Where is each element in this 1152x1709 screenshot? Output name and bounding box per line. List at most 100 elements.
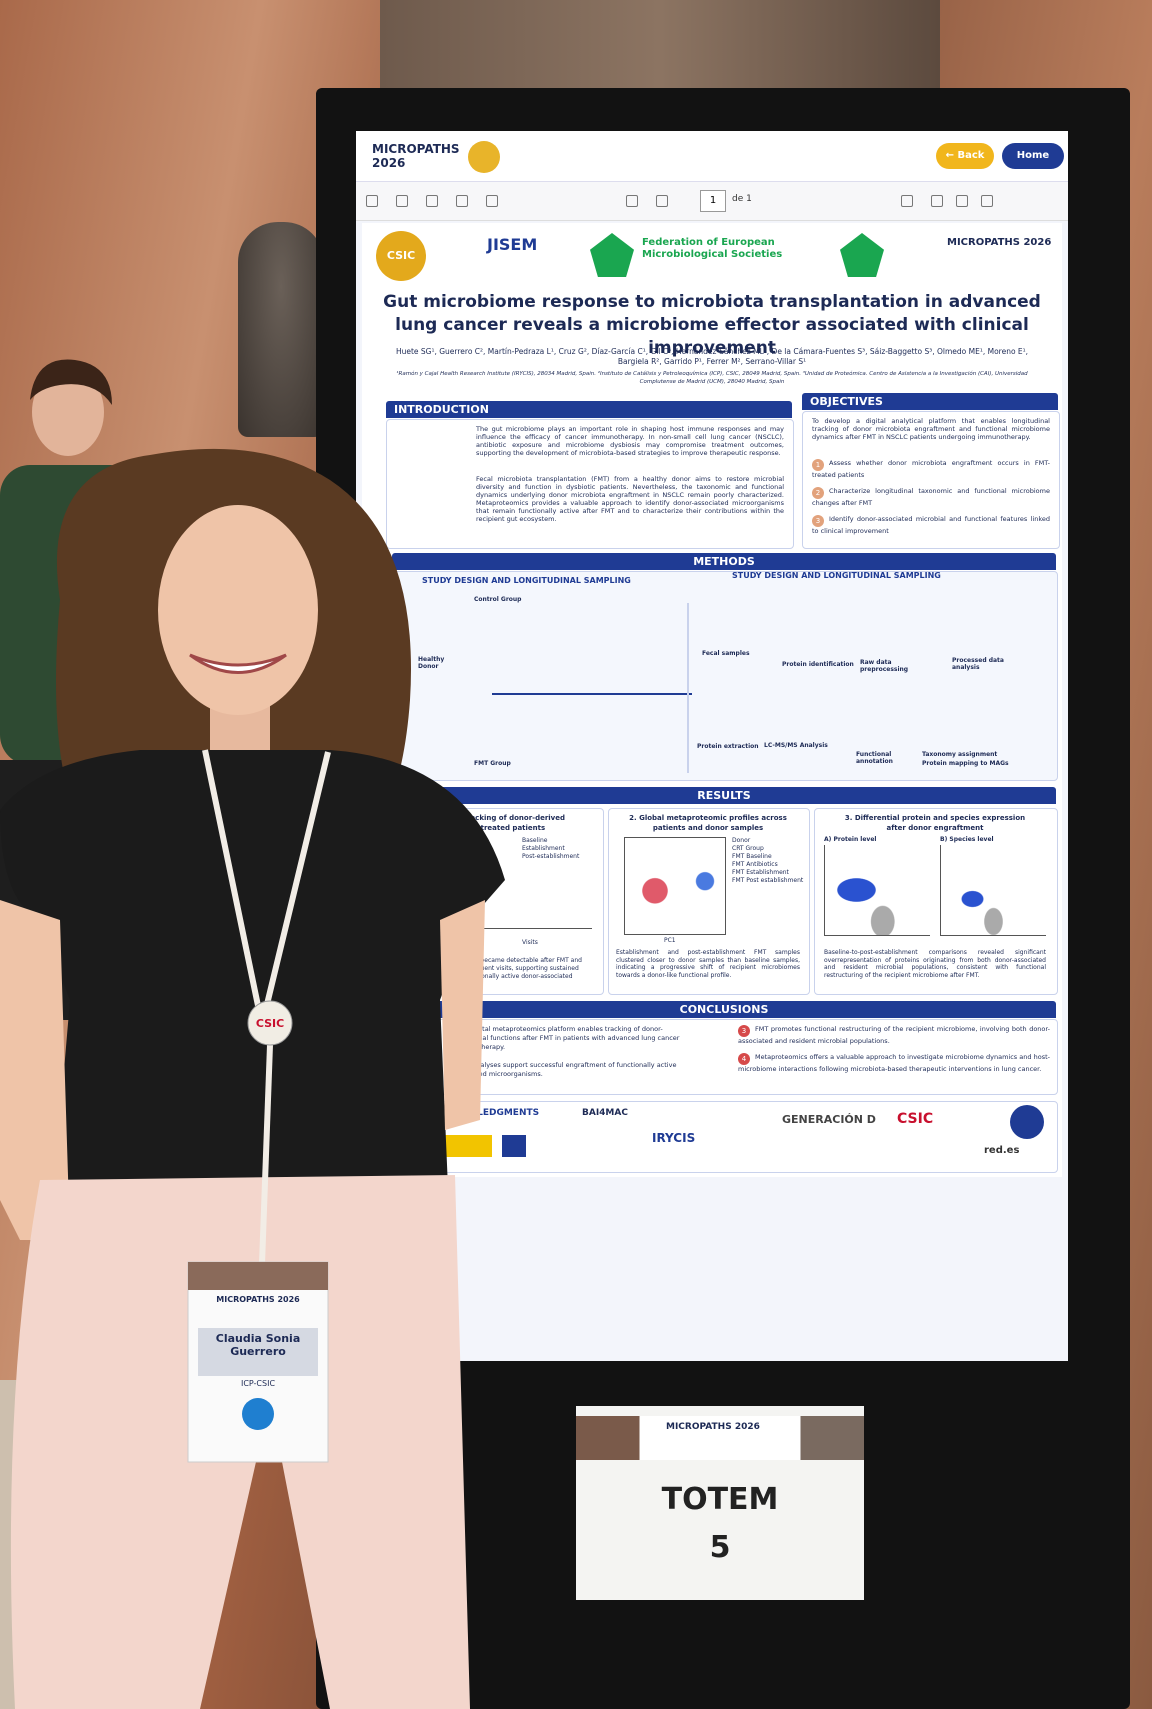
legend-entry: Establishment (522, 845, 565, 852)
intro-panel (386, 419, 794, 549)
conclusion-line: tional analyses support successful engra… (452, 1061, 677, 1069)
method-label: Fecal samples (702, 650, 750, 657)
sign-label: TOTEM (661, 1482, 779, 1517)
viewer-header: MICROPATHS 2026 ← Back Home (356, 131, 1068, 182)
authors: Huete SG¹, Guerrero C², Martín-Pedraza L… (395, 347, 1029, 366)
conclusion: 3 FMT promotes functional restructuring o… (738, 1025, 1050, 1045)
caption: ins became detectable after FMT and (470, 957, 582, 964)
legend-entry: FMT Antibiotics (732, 861, 778, 868)
method-label: Protein mapping to MAGs (922, 760, 1009, 767)
brand-logo (468, 141, 500, 173)
section-heading: RESULTS (392, 787, 1056, 804)
panel-title: racking of donor-derived (467, 814, 566, 822)
methods-panel (392, 571, 1058, 781)
panel-title: 3. Differential protein and species expr… (844, 814, 1026, 822)
legend-entry: FMT Baseline (732, 853, 772, 860)
bullet: 3 (812, 515, 824, 527)
caption: Baseline-to-post-establishment compariso… (824, 949, 1046, 979)
screen: MICROPATHS 2026 ← Back Home 1 de 1 CSIC … (356, 131, 1068, 1361)
page-total: de 1 (732, 194, 752, 204)
panel-title: patients and donor samples (652, 824, 764, 832)
badge-name-box (198, 1328, 318, 1376)
logo-micropaths: MICROPATHS 2026 (947, 237, 1052, 248)
pendant (247, 1000, 293, 1046)
page-input[interactable]: 1 (700, 190, 726, 212)
poster-title: Gut microbiome response to microbiota tr… (383, 292, 1041, 358)
objective-text: Characterize longitudinal taxonomic and … (812, 487, 1050, 507)
ack-heading: NOWLEDGMENTS (452, 1108, 540, 1118)
lanyard (259, 1044, 273, 1265)
objective-text: Identify donor-associated microbial and … (812, 515, 1050, 535)
tool-icon[interactable] (931, 195, 943, 207)
tool-icon[interactable] (981, 195, 993, 207)
tool-icon[interactable] (656, 195, 668, 207)
conclusion: 4 Metaproteomics offers a valuable approa… (738, 1053, 1050, 1073)
tool-icon[interactable] (626, 195, 638, 207)
section-heading: METHODS (392, 553, 1056, 570)
arm (0, 900, 70, 1240)
arm (440, 900, 485, 1130)
section-heading: INTRODUCTION (386, 401, 792, 418)
method-label: Protein extraction (697, 743, 759, 750)
method-label: Taxonomy assignment (922, 751, 998, 758)
conclusion-line: d microbial functions after FMT in patie… (452, 1034, 680, 1042)
method-label: FMT Group (474, 760, 511, 767)
method-label: Processed data analysis (952, 657, 1004, 671)
method-label: Raw data preprocessing (860, 659, 909, 673)
wall-slab (380, 0, 940, 100)
legend-entry: Post-establishment (522, 853, 580, 860)
tool-icon[interactable] (396, 195, 408, 207)
objective: 1 Assess whether donor microbiota engraft… (812, 459, 1050, 479)
objectives-panel (802, 411, 1060, 549)
tool-icon[interactable] (901, 195, 913, 207)
panel-title: STUDY DESIGN AND LONGITUDINAL SAMPLING (732, 571, 941, 580)
caption: nctionally active donor-associated (470, 973, 573, 980)
legend-entry: Donor (732, 837, 751, 844)
affiliations: ¹Ramón y Cajal Health Research Institute… (396, 371, 1028, 385)
ack-logo: CSIC (897, 1111, 934, 1127)
conclusion-text: FMT promotes functional restructuring of… (738, 1025, 1050, 1045)
paragraph: Fecal microbiota transplantation (FMT) f… (476, 475, 784, 523)
pendant-text: CSIC (256, 1017, 284, 1030)
badge-name: Claudia Sonia Guerrero (215, 1332, 301, 1358)
logo-jisem: JISEM (487, 235, 538, 254)
ack-logo: BAI4MAC (582, 1108, 628, 1118)
brand: MICROPATHS 2026 (372, 142, 460, 170)
sign-banner (576, 1416, 864, 1460)
conclusion-text: Metaproteomics offers a valuable approac… (738, 1053, 1050, 1073)
axis-label: Visits (522, 939, 538, 946)
statue (238, 222, 324, 437)
logo-csic: CSIC (376, 231, 426, 281)
method-label: Protein identification (782, 661, 854, 668)
method-label: Healthy Donor (418, 656, 445, 670)
ack-logo: IRYCIS (652, 1131, 696, 1145)
axis-label: PC1 (664, 937, 676, 944)
badge-affiliation: ICP-CSIC (241, 1379, 276, 1388)
axis (472, 928, 592, 929)
conclusions-panel (392, 1019, 1058, 1095)
objective: 3 Identify donor-associated microbial and… (812, 515, 1050, 535)
section-heading: CONCLUSIONS (392, 1001, 1056, 1018)
panel-title: after donor engraftment (886, 824, 984, 832)
ack-logo: red.es (984, 1145, 1020, 1156)
badge-name-wrap: Claudia Sonia Guerrero (215, 1332, 301, 1358)
tool-icon[interactable] (366, 195, 378, 207)
tool-icon[interactable] (486, 195, 498, 207)
tool-icon[interactable] (456, 195, 468, 207)
viewer-toolbar: 1 de 1 (356, 182, 1068, 221)
caption: sequent visits, supporting sustained (470, 965, 579, 972)
face (158, 505, 318, 715)
back-button[interactable]: ← Back (936, 143, 994, 169)
logo-fems: Federation of European Microbiological S… (642, 237, 783, 260)
paragraph: To develop a digital analytical platform… (812, 417, 1050, 441)
tool-icon[interactable] (426, 195, 438, 207)
home-button[interactable]: Home (1002, 143, 1064, 169)
tool-icon[interactable] (956, 195, 968, 207)
poster: CSIC JISEM Federation of European Microb… (362, 223, 1062, 1177)
bullet: 2 (812, 487, 824, 499)
caption: Establishment and post-establishment FMT… (616, 949, 800, 979)
panel-title: 2. Global metaproteomic profiles across (629, 814, 787, 822)
smile (189, 653, 287, 674)
face (32, 368, 104, 456)
